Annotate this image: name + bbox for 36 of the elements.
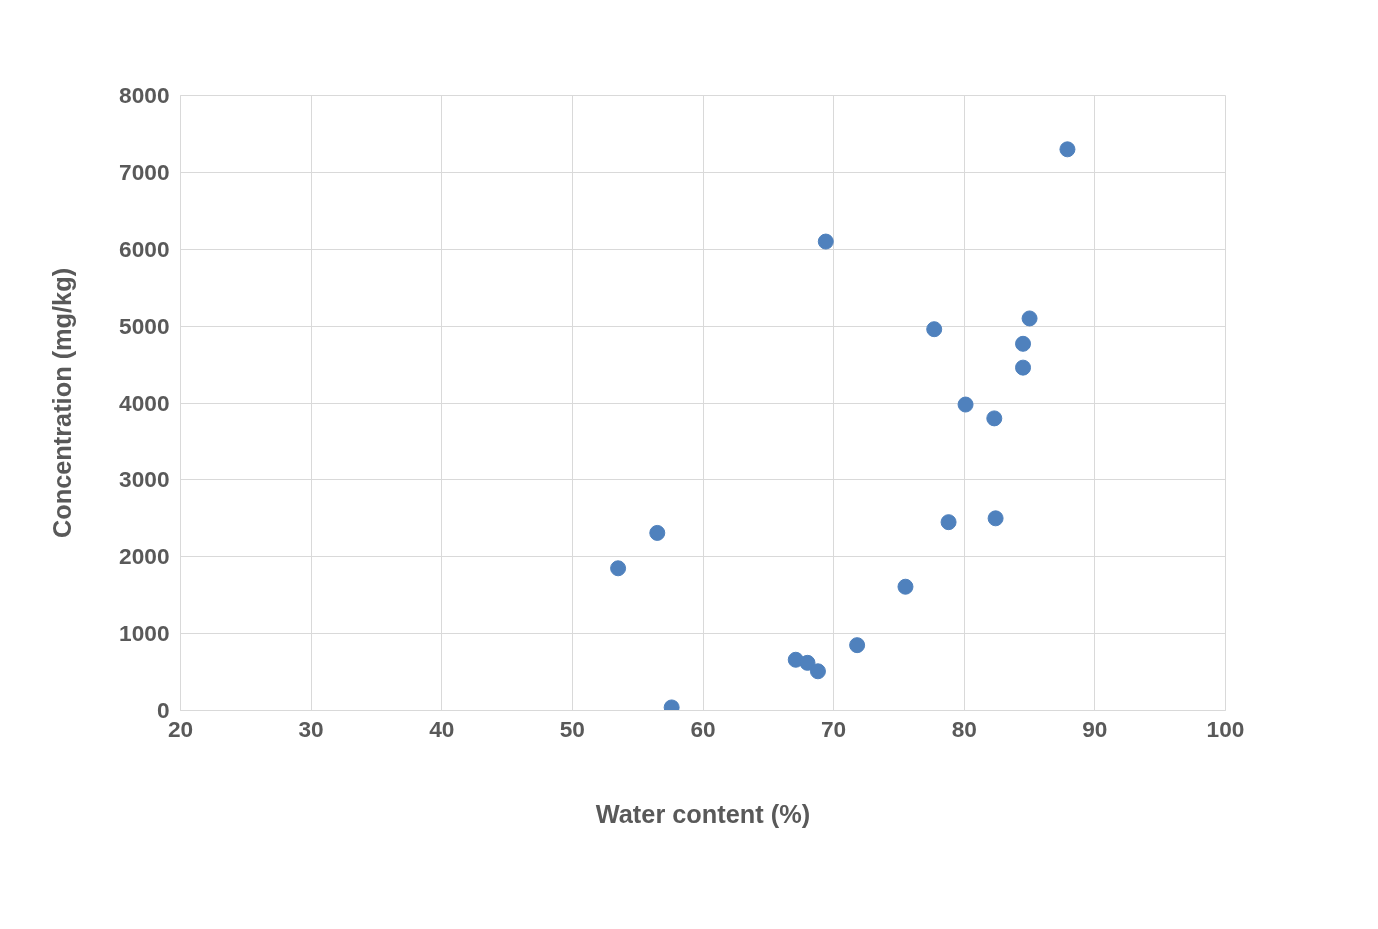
point <box>987 510 1004 527</box>
y-tick-label: 0 <box>156 697 170 723</box>
point <box>986 410 1003 427</box>
point <box>610 560 627 577</box>
x-tick-label: 30 <box>298 715 324 742</box>
point <box>1015 359 1032 376</box>
y-tick-label: 5000 <box>119 312 170 339</box>
y-tick-label: 6000 <box>119 235 170 262</box>
point <box>849 637 866 654</box>
x-tick-label: 70 <box>821 715 847 742</box>
x-axis-title: Water content (%) <box>595 799 811 828</box>
y-tick-label: 2000 <box>119 543 170 570</box>
point <box>1015 335 1032 352</box>
point <box>799 654 816 671</box>
x-tick-label: 50 <box>559 715 585 742</box>
point <box>957 396 974 413</box>
y-tick-label: 8000 <box>119 82 170 108</box>
x-tick-label: 100 <box>1206 715 1245 742</box>
y-tick-label: 1000 <box>119 620 170 647</box>
point <box>897 578 914 595</box>
x-tick-label: 40 <box>429 715 455 742</box>
y-tick-label: 4000 <box>119 389 170 416</box>
x-tick-label: 60 <box>690 715 716 742</box>
point <box>926 321 943 338</box>
point <box>817 233 834 250</box>
point <box>940 514 957 531</box>
y-axis-title: Concentration (mg/kg) <box>48 267 77 539</box>
point <box>1059 141 1076 158</box>
point <box>1021 310 1038 327</box>
point <box>809 663 826 680</box>
x-tick-label: 20 <box>167 715 194 742</box>
x-tick-label: 90 <box>1082 715 1108 742</box>
y-tick-label: 7000 <box>119 158 170 185</box>
point <box>649 524 666 541</box>
x-tick-label: 80 <box>951 715 977 742</box>
y-tick-label: 3000 <box>119 466 170 493</box>
